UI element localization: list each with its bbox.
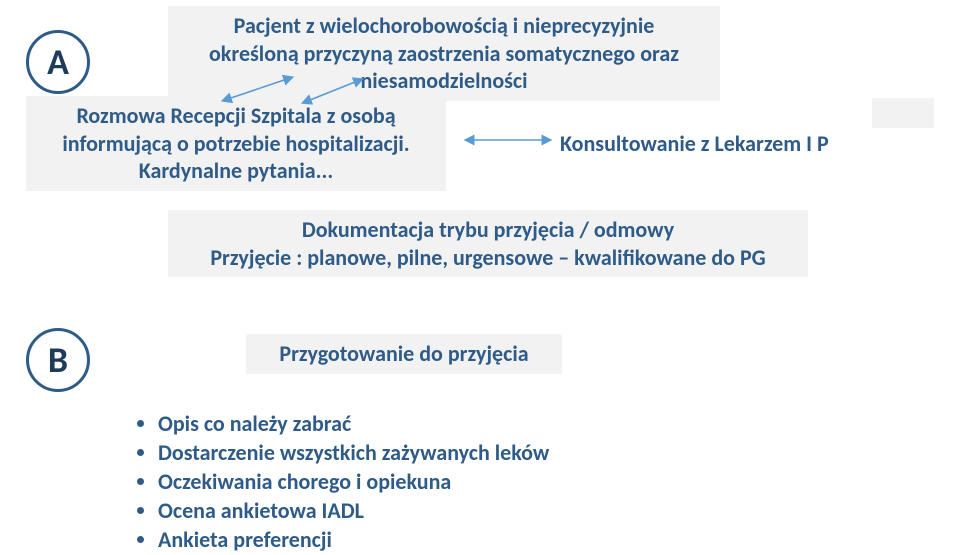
arrow-line-2 xyxy=(305,80,360,102)
arrow-line-1 xyxy=(225,78,290,100)
arrow-1 xyxy=(0,0,960,546)
